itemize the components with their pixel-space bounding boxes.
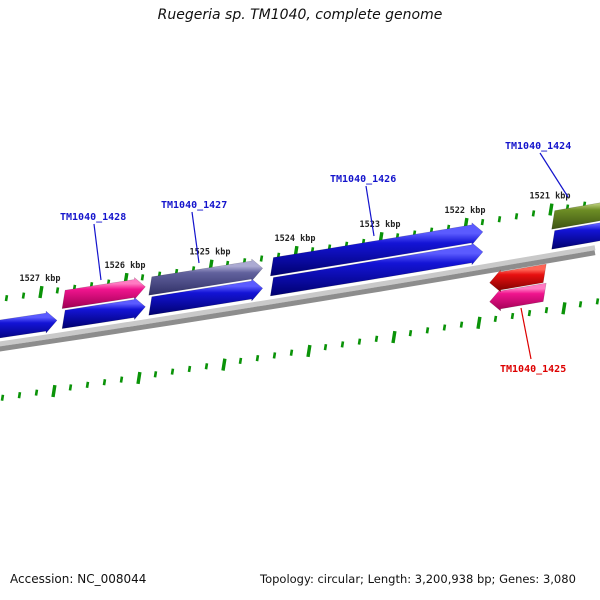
lower-ruler-tick	[510, 312, 515, 320]
upper-ruler-tick	[531, 210, 536, 217]
lower-ruler-tick	[187, 365, 192, 373]
genome-stats-text: Topology: circular; Length: 3,200,938 bp…	[260, 572, 576, 586]
upper-ruler-tick	[548, 203, 554, 216]
gene-label-TM1040_1424[interactable]: TM1040_1424	[505, 141, 571, 152]
label-line-TM1040_1426	[365, 185, 375, 237]
lower-ruler-tick	[0, 394, 5, 401]
lower-ruler-tick	[408, 330, 413, 337]
lower-ruler-tick	[340, 341, 345, 348]
ruler-label-1525: 1525 kbp	[190, 248, 231, 258]
gene-label-TM1040_1426[interactable]: TM1040_1426	[330, 174, 396, 185]
lower-ruler-tick	[119, 376, 124, 383]
cds-arrow-unlabeled-cds[interactable]	[0, 310, 58, 342]
upper-ruler-tick	[497, 216, 502, 223]
lower-ruler-tick	[238, 357, 243, 365]
ruler-label-1527: 1527 kbp	[20, 274, 61, 284]
lower-ruler-tick	[170, 368, 175, 375]
ruler-label-1523: 1523 kbp	[360, 220, 401, 230]
lower-ruler-tick	[374, 335, 379, 342]
map-title: Ruegeria sp. TM1040, complete genome	[157, 7, 443, 23]
lower-ruler-tick	[102, 379, 107, 386]
ruler-label-1524: 1524 kbp	[275, 234, 316, 244]
lower-ruler-tick	[17, 392, 22, 399]
upper-ruler-tick	[38, 285, 44, 299]
label-line-TM1040_1427	[191, 211, 200, 264]
upper-ruler-tick	[259, 255, 264, 262]
cds-arrow-TM1040_1427[interactable]	[148, 278, 264, 316]
upper-ruler-tick	[21, 292, 26, 299]
lower-ruler-tick	[306, 344, 312, 358]
lower-ruler-tick	[204, 363, 209, 370]
lower-ruler-tick	[68, 384, 73, 391]
cds-arrow-TM1040_1428[interactable]	[61, 296, 146, 329]
lower-ruler-tick	[323, 344, 328, 351]
lower-ruler-tick	[476, 316, 482, 329]
upper-ruler-tick	[4, 294, 9, 302]
ruler-label-1521: 1521 kbp	[530, 191, 571, 201]
accession-text: Accession: NC_008044	[10, 572, 147, 586]
lower-ruler-tick	[493, 315, 498, 323]
lower-ruler-tick	[578, 301, 583, 308]
gene-arrow-TM1040_1424[interactable]	[551, 198, 600, 230]
upper-ruler-tick	[55, 287, 60, 294]
lower-ruler-tick	[595, 298, 600, 305]
lower-ruler-tick	[51, 384, 57, 398]
lower-ruler-tick	[442, 324, 447, 331]
lower-ruler-tick	[85, 381, 90, 389]
upper-ruler-tick	[140, 274, 145, 281]
gene-arrow-TM1040_1427[interactable]	[148, 258, 264, 296]
gene-label-TM1040_1428[interactable]: TM1040_1428	[60, 212, 126, 223]
gene-label-TM1040_1427[interactable]: TM1040_1427	[161, 200, 227, 211]
cds-arrow-TM1040_1425[interactable]	[489, 263, 547, 293]
gene-label-TM1040_1425[interactable]: TM1040_1425	[500, 364, 566, 375]
label-line-TM1040_1428	[93, 223, 102, 281]
lower-ruler-tick	[561, 302, 567, 315]
lower-ruler-tick	[255, 354, 260, 362]
lower-ruler-tick	[459, 321, 464, 328]
cds-arrow-TM1040_1424[interactable]	[551, 218, 600, 250]
gene-arrow-TM1040_1428[interactable]	[61, 276, 146, 309]
lower-ruler-tick	[391, 330, 397, 344]
upper-ruler-tick	[480, 218, 485, 226]
ruler-label-1526: 1526 kbp	[105, 261, 146, 271]
label-line-TM1040_1425	[520, 307, 532, 360]
label-line-TM1040_1424	[539, 152, 569, 198]
lower-ruler-tick	[153, 371, 158, 378]
backbone-shadow	[0, 250, 596, 352]
lower-ruler-tick	[544, 307, 549, 314]
lower-ruler-tick	[34, 389, 39, 396]
lower-ruler-tick	[221, 358, 227, 371]
upper-ruler-tick	[514, 213, 519, 220]
gene-arrow-TM1040_1426[interactable]	[270, 222, 484, 277]
lower-ruler-tick	[357, 338, 362, 345]
backbone-highlight	[0, 245, 596, 347]
lower-ruler-tick	[425, 327, 430, 334]
lower-ruler-tick	[136, 371, 142, 385]
lower-ruler-tick	[527, 309, 532, 317]
ruler-label-1522: 1522 kbp	[445, 206, 486, 216]
cds-arrow-TM1040_1426[interactable]	[270, 242, 484, 297]
lower-ruler-tick	[289, 349, 294, 356]
lower-ruler-tick	[272, 352, 277, 359]
